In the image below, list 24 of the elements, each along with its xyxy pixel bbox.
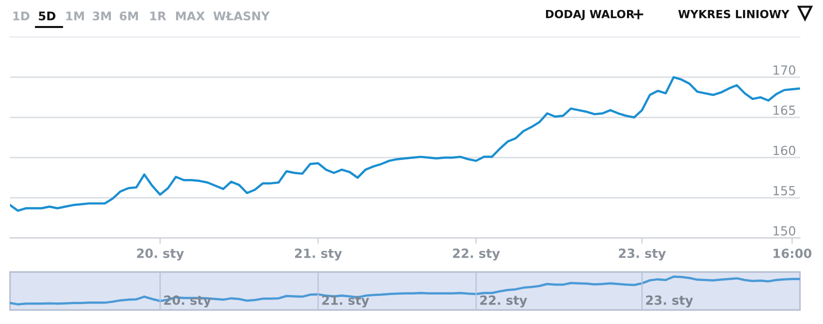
text: 1R	[150, 12, 166, 20]
text: WYKRES LINIOWY	[678, 10, 790, 18]
text: 3M	[92, 11, 111, 20]
text: DODAJ WALOR	[546, 10, 634, 20]
text: MAX	[176, 12, 205, 20]
y-tick-label: 165	[774, 106, 795, 115]
x-tick-label: 22. sty	[453, 248, 500, 261]
text: 6M	[120, 12, 138, 20]
annotation: 23. sty	[646, 295, 693, 308]
x-tick-label: 20. sty	[137, 248, 184, 261]
y-tick-label: 170	[774, 65, 796, 75]
text: 1D	[13, 12, 30, 20]
annotation: 21. sty	[322, 295, 370, 308]
text: 1M	[66, 12, 84, 20]
y-tick-label: 150	[774, 226, 796, 236]
annotation: 22. sty	[480, 295, 528, 308]
text: +	[634, 10, 644, 20]
text: WŁASNY	[213, 11, 270, 20]
text: 5D	[38, 12, 56, 20]
y-tick-label: 160	[774, 146, 796, 156]
x-tick-label: 23. sty	[618, 248, 666, 261]
x-tick-label: 21. sty	[295, 248, 342, 261]
y-tick-label: 155	[774, 186, 795, 196]
x-tick-label: 16:00	[774, 248, 812, 258]
